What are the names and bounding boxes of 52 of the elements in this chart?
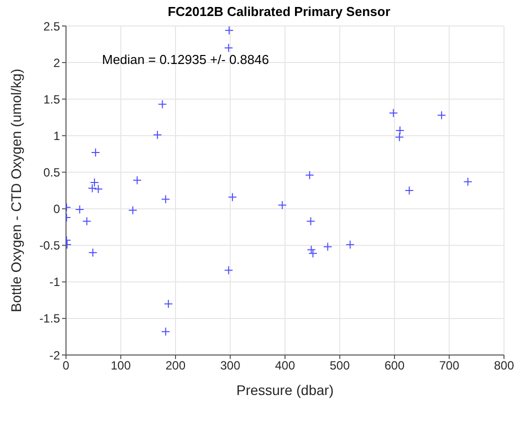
point — [463, 177, 472, 186]
y-tick-label: -2 — [49, 348, 60, 362]
point — [404, 186, 414, 195]
point — [228, 192, 237, 202]
point — [132, 176, 142, 185]
point — [437, 110, 446, 120]
x-tick-label: 700 — [439, 358, 460, 373]
y-tick-label: -1 — [49, 275, 60, 290]
chart-title: FC2012B Calibrated Primary Sensor — [166, 4, 392, 19]
y-tick-label: -0.5 — [39, 238, 60, 253]
point — [82, 216, 92, 226]
x-tick-label: 600 — [384, 358, 405, 373]
y-tick-label: 2 — [53, 56, 60, 70]
x-tick-label: 0 — [62, 358, 70, 373]
x-axis-title: Pressure (dbar) — [236, 382, 334, 398]
point — [308, 248, 318, 258]
point — [394, 132, 404, 142]
point — [388, 108, 398, 118]
point — [88, 184, 97, 193]
annotation: Median = 0.12935 +/- 0.8846 — [102, 52, 269, 67]
point — [152, 130, 162, 140]
point — [161, 194, 170, 204]
point — [224, 43, 234, 52]
point — [323, 242, 332, 252]
point — [224, 26, 234, 35]
x-tick-label: 800 — [494, 358, 514, 373]
x-tick-label: 500 — [330, 358, 350, 373]
point — [91, 148, 100, 157]
point — [158, 100, 167, 109]
y-tick-label: 0 — [53, 202, 60, 216]
point — [75, 205, 84, 214]
x-tick-label: 400 — [274, 358, 296, 373]
point — [305, 170, 314, 180]
x-tick-label: 200 — [165, 358, 186, 373]
point — [161, 327, 170, 336]
point — [278, 200, 287, 210]
y-tick-label: 1 — [53, 128, 60, 143]
point — [224, 266, 234, 275]
x-tick-label: 300 — [220, 358, 241, 373]
x-tick-label: 100 — [110, 358, 132, 373]
point — [164, 299, 173, 308]
point — [128, 206, 138, 215]
y-tick-label: 1.5 — [43, 92, 60, 106]
point — [346, 240, 355, 250]
y-tick-label: -1.5 — [39, 312, 60, 326]
point — [306, 216, 316, 226]
y-axis-title: Bottle Oxygen - CTD Oxygen (umol/kg) — [8, 68, 24, 312]
point — [88, 248, 98, 258]
point — [395, 126, 404, 136]
y-tick-label: 2.5 — [43, 19, 60, 34]
y-tick-label: 0.5 — [43, 165, 60, 180]
point — [306, 245, 316, 254]
